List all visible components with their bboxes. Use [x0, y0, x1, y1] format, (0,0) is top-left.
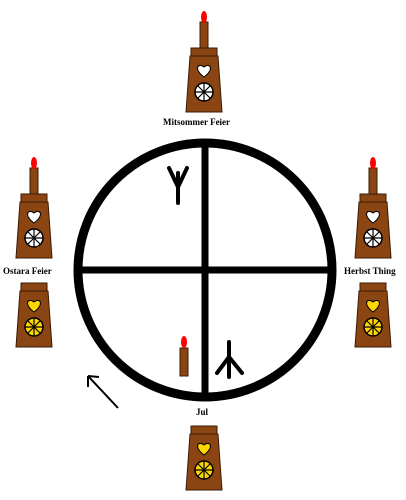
lantern-top: [185, 11, 223, 113]
lantern-left-lower: [15, 282, 53, 348]
lantern-right-upper: [354, 157, 392, 259]
tree-rune-icon: [167, 166, 189, 205]
heart-icon: [27, 299, 41, 313]
lantern-bottom: [185, 425, 223, 491]
wheel-icon: [363, 228, 383, 248]
inverted-tree-rune-icon: [215, 340, 244, 379]
label-left: Ostara Feier: [3, 266, 52, 276]
wheel-icon: [24, 317, 44, 337]
heart-icon: [197, 442, 211, 456]
wheel-icon: [363, 317, 383, 337]
label-bottom: Jul: [196, 407, 209, 417]
wheel-icon: [24, 228, 44, 248]
wheel-icon: [194, 460, 214, 480]
lantern-right-lower: [354, 282, 392, 348]
candle-icon: [179, 336, 189, 377]
heart-icon: [366, 210, 380, 224]
heart-icon: [366, 299, 380, 313]
arrow-icon: [87, 375, 119, 409]
heart-icon: [197, 64, 211, 78]
label-top: Mitsommer Feier: [163, 117, 231, 127]
wheel-icon: [194, 82, 214, 102]
heart-icon: [27, 210, 41, 224]
lantern-left-upper: [15, 157, 53, 259]
label-right: Herbst Thing: [344, 266, 396, 276]
ring-cross-icon: [73, 138, 337, 402]
